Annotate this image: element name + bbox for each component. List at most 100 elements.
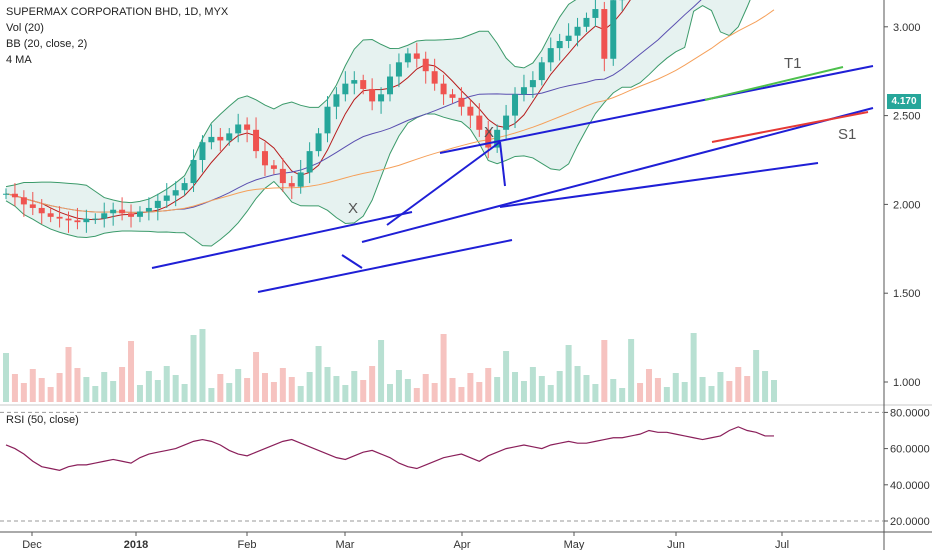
candle-body <box>253 129 260 152</box>
volume-bar <box>226 383 233 402</box>
volume-bar <box>654 378 661 402</box>
volume-bar <box>333 376 340 402</box>
rsi-tick-label: 80.0000 <box>890 407 930 419</box>
volume-bar <box>565 345 572 402</box>
channel-line <box>439 65 874 154</box>
time-tick-label: Jul <box>775 539 789 550</box>
volume-bar <box>56 373 63 402</box>
ma-legend: 4 MA <box>6 54 32 66</box>
candle-body <box>529 80 536 88</box>
candle-body <box>610 0 617 59</box>
candle-body <box>387 76 393 95</box>
time-tick-label: Jun <box>667 539 685 550</box>
vol-legend: Vol (20) <box>6 22 44 34</box>
volume-bar <box>110 381 117 402</box>
channel-line <box>499 141 506 187</box>
volume-bar <box>431 383 438 402</box>
candle-body <box>226 133 233 141</box>
time-tick-label: Dec <box>22 539 42 550</box>
candle-body <box>235 124 242 134</box>
bollinger-band-fill <box>6 0 751 247</box>
volume-bar <box>476 382 483 402</box>
volume-bar <box>708 386 715 402</box>
support-line-s1 <box>711 111 869 143</box>
candle-body <box>369 88 376 102</box>
candle-body <box>556 41 563 49</box>
candle-body <box>467 106 474 116</box>
volume-bar <box>753 350 760 402</box>
candle-body <box>395 62 402 77</box>
volume-bar <box>449 378 456 402</box>
volume-bar <box>637 383 644 402</box>
annotation-x-left: X <box>348 200 359 217</box>
volume-bar <box>199 329 206 402</box>
volume-bar <box>404 379 411 402</box>
channel-line <box>151 211 413 269</box>
candle-body <box>565 35 572 42</box>
time-tick-label: May <box>564 539 585 550</box>
volume-bar <box>3 353 9 402</box>
bollinger-lower-line <box>5 0 751 247</box>
chart-legend: SUPERMAX CORPORATION BHD, 1D, MYX Vol (2… <box>6 4 228 68</box>
volume-bar <box>744 376 751 402</box>
candle-body <box>92 218 99 220</box>
volume-bar <box>181 384 188 402</box>
volume-bar <box>342 385 349 402</box>
volume-bar <box>315 346 322 402</box>
volume-bar <box>610 379 617 402</box>
volume-bar <box>92 386 99 402</box>
volume-bar <box>485 368 492 402</box>
candle-body <box>574 26 581 36</box>
channel-line <box>257 239 513 293</box>
candle-body <box>288 183 295 187</box>
price-tick-label: 2.000 <box>893 199 921 211</box>
volume-bar <box>538 376 545 402</box>
volume-bar <box>324 367 331 402</box>
volume-bar <box>628 339 635 402</box>
volume-bar <box>136 385 143 402</box>
volume-bar <box>360 380 367 402</box>
price-tick-label: 2.500 <box>893 111 921 123</box>
candle-body <box>270 165 277 169</box>
candle-body <box>315 133 322 152</box>
candle-body <box>83 218 90 223</box>
ma-long-line <box>5 9 775 213</box>
volume-bar <box>351 371 358 402</box>
candle-body <box>449 94 456 98</box>
candle-body <box>110 209 117 214</box>
candle-body <box>512 94 519 116</box>
channel-line <box>499 162 819 208</box>
volume-bar <box>583 375 590 402</box>
volume-bar <box>574 366 581 402</box>
candle-body <box>404 53 411 63</box>
rsi-line <box>5 426 774 471</box>
rsi-tick-label: 20.0000 <box>890 516 930 528</box>
candle-body <box>476 115 483 130</box>
volume-bar <box>512 372 519 402</box>
price-tick-label: 3.000 <box>893 22 921 34</box>
candle-body <box>342 83 349 95</box>
candle-body <box>181 183 188 191</box>
volume-bar <box>190 335 197 402</box>
candle-body <box>145 207 152 212</box>
channel-line <box>361 107 874 243</box>
volume-bar <box>261 373 268 402</box>
volume-bar <box>592 384 599 402</box>
candle-body <box>583 17 590 27</box>
volume-bar <box>762 371 769 402</box>
volume-bar <box>645 369 652 402</box>
candle-body <box>208 136 215 143</box>
volume-bar <box>458 387 465 402</box>
volume-bar <box>279 368 286 402</box>
volume-bar <box>387 384 393 402</box>
annotation-x-right: X <box>484 124 495 141</box>
candle-body <box>440 83 447 95</box>
bollinger-upper-line <box>5 0 577 204</box>
projection-line <box>386 141 501 226</box>
candle-body <box>20 197 27 205</box>
candle-body <box>485 129 492 148</box>
volume-bar <box>726 381 733 402</box>
rsi-tick-label: 40.0000 <box>890 480 930 492</box>
candle-body <box>190 160 197 184</box>
